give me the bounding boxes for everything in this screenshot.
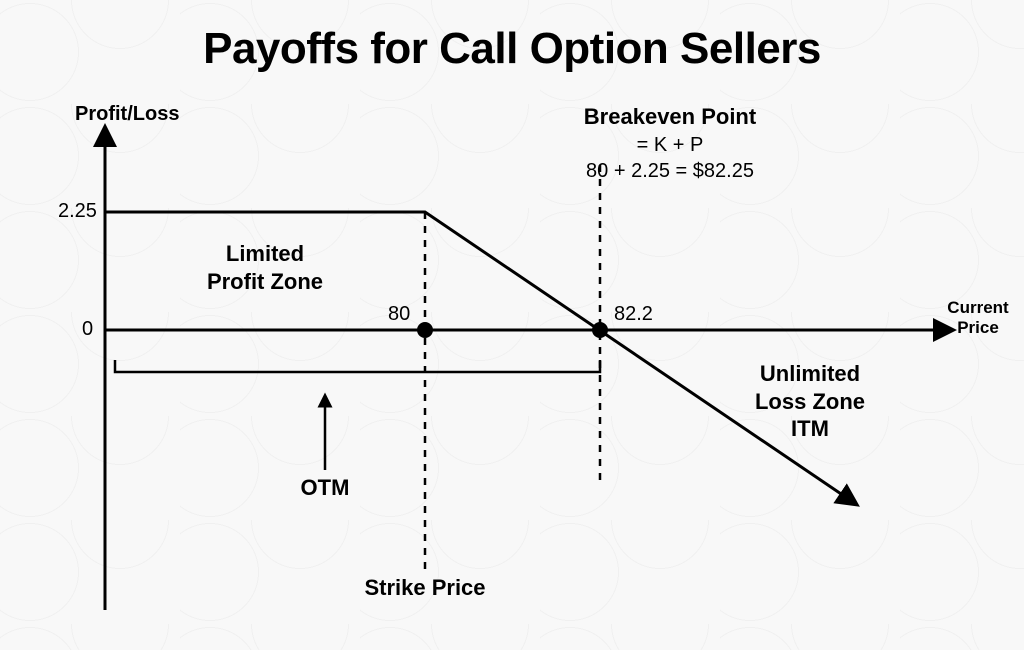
breakeven-title: Breakeven Point — [520, 103, 820, 132]
strike-price-label: Strike Price — [350, 575, 500, 601]
profit-zone-label: LimitedProfit Zone — [165, 240, 365, 295]
otm-label: OTM — [295, 475, 355, 501]
x-tick-strike: 80 — [388, 303, 410, 326]
x-tick-breakeven: 82.2 — [614, 303, 653, 326]
strike-point — [417, 322, 433, 338]
breakeven-formula: = K + P — [520, 132, 820, 158]
payoff-chart — [0, 0, 1024, 650]
breakeven-annotation: Breakeven Point = K + P 80 + 2.25 = $82.… — [520, 103, 820, 184]
breakeven-value: 80 + 2.25 = $82.25 — [520, 158, 820, 184]
y-tick-premium: 2.25 — [58, 200, 97, 223]
y-tick-zero: 0 — [82, 318, 93, 341]
chart-container: Payoffs for Call Option Sellers Profit/ — [0, 0, 1024, 650]
y-axis-label: Profit/Loss — [75, 103, 179, 126]
loss-zone-label: UnlimitedLoss ZoneITM — [710, 360, 910, 443]
x-axis-label: CurrentPrice — [938, 298, 1018, 337]
otm-bracket — [115, 360, 600, 372]
breakeven-point — [592, 322, 608, 338]
